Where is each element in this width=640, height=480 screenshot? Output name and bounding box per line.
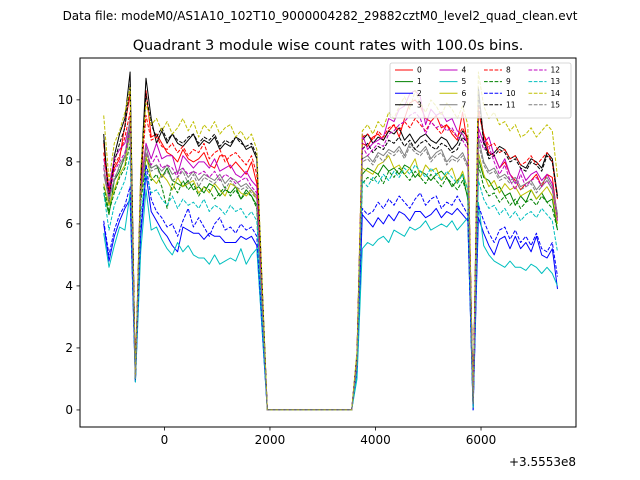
legend-box bbox=[389, 62, 572, 119]
x-tick-label: 6000 bbox=[466, 433, 497, 447]
series-line-2 bbox=[103, 173, 558, 411]
y-tick-label: 8 bbox=[65, 155, 73, 169]
series-line-5 bbox=[103, 189, 558, 411]
legend-label-3: 3 bbox=[417, 100, 422, 109]
legend-label-8: 8 bbox=[506, 66, 511, 75]
legend-label-10: 10 bbox=[506, 89, 516, 98]
series-line-1 bbox=[103, 127, 558, 411]
legend-label-7: 7 bbox=[462, 100, 467, 109]
plot-area bbox=[103, 71, 558, 411]
series-line-9 bbox=[103, 142, 558, 411]
series-line-6 bbox=[103, 130, 558, 411]
y-tick-label: 10 bbox=[58, 93, 73, 107]
x-tick-label: 4000 bbox=[360, 433, 391, 447]
series-line-15 bbox=[103, 133, 558, 411]
x-axis-offset-label: +3.5553e8 bbox=[509, 455, 576, 469]
x-axis: 0 2000 4000 6000 bbox=[161, 427, 497, 447]
figure-suptitle: Data file: modeM0/AS1A10_102T10_90000042… bbox=[63, 9, 578, 23]
y-axis: 0 2 4 6 8 10 bbox=[58, 93, 80, 417]
legend-label-13: 13 bbox=[551, 77, 561, 86]
y-tick-label: 4 bbox=[65, 279, 73, 293]
legend-label-1: 1 bbox=[417, 77, 422, 86]
series-line-7 bbox=[103, 118, 558, 411]
series-line-13 bbox=[103, 155, 558, 411]
y-tick-label: 0 bbox=[65, 403, 73, 417]
axes-frame bbox=[79, 57, 577, 428]
series-line-10 bbox=[103, 164, 558, 411]
legend-label-5: 5 bbox=[462, 77, 467, 86]
series-line-4 bbox=[103, 90, 558, 411]
legend-label-4: 4 bbox=[462, 66, 467, 75]
series-line-12 bbox=[103, 111, 558, 411]
series-line-11 bbox=[103, 83, 558, 411]
y-tick-label: 6 bbox=[65, 217, 73, 231]
legend-label-9: 9 bbox=[506, 77, 511, 86]
x-tick-label: 2000 bbox=[255, 433, 286, 447]
series-line-8 bbox=[103, 105, 558, 411]
legend-label-2: 2 bbox=[417, 89, 422, 98]
legend-label-15: 15 bbox=[551, 100, 561, 109]
chart-title: Quadrant 3 module wise count rates with … bbox=[133, 38, 524, 54]
y-tick-label: 2 bbox=[65, 341, 73, 355]
legend-label-14: 14 bbox=[551, 89, 561, 98]
legend-label-11: 11 bbox=[506, 100, 516, 109]
x-tick-label: 0 bbox=[161, 433, 169, 447]
legend-label-0: 0 bbox=[417, 66, 422, 75]
legend-label-6: 6 bbox=[462, 89, 467, 98]
legend-label-12: 12 bbox=[551, 66, 561, 75]
